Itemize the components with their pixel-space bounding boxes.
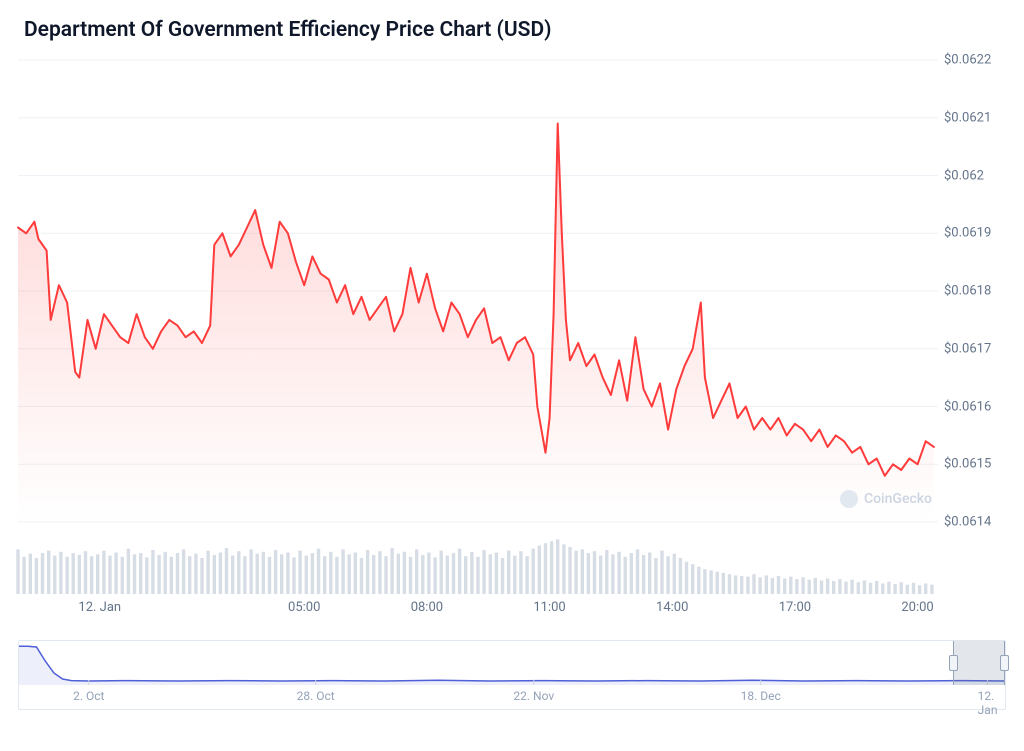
navigator-x-tick-label: 28. Oct <box>297 689 335 703</box>
chart-container: Department Of Government Efficiency Pric… <box>0 0 1024 751</box>
y-axis: $0.0614 $0.0615 $0.0616 $0.0617 $0.0618 $0.06… <box>944 52 1014 530</box>
price-chart[interactable]: $0.0614 $0.0615 $0.0616 $0.0617 $0.0618 $0.06… <box>0 52 1024 530</box>
navigator-x-tick-label: 2. Oct <box>73 689 104 703</box>
y-tick-label: $0.0618 <box>944 284 1014 299</box>
chart-title: Department Of Government Efficiency Pric… <box>0 0 1024 52</box>
navigator-grip-right[interactable] <box>1000 655 1009 671</box>
x-tick-label: 12. Jan <box>78 600 121 615</box>
y-tick-label: $0.0616 <box>944 399 1014 414</box>
x-tick-label: 08:00 <box>411 600 443 615</box>
volume-chart[interactable] <box>0 532 1024 594</box>
y-tick-label: $0.0614 <box>944 515 1014 530</box>
y-tick-label: $0.0619 <box>944 226 1014 241</box>
navigator-x-tick-label: 12. Jan <box>978 689 998 717</box>
x-axis: 12. Jan 05:00 08:00 11:00 14:00 17:00 20:00 <box>0 594 1024 622</box>
y-tick-label: $0.062 <box>944 168 1014 183</box>
navigator-svg <box>19 641 1005 685</box>
y-tick-label: $0.0621 <box>944 110 1014 125</box>
navigator-selection[interactable] <box>953 641 1005 685</box>
navigator[interactable]: 2. Oct28. Oct22. Nov18. Dec12. Jan <box>18 640 1006 710</box>
y-tick-label: $0.0617 <box>944 341 1014 356</box>
x-tick-label: 05:00 <box>288 600 320 615</box>
x-tick-label: 17:00 <box>779 600 811 615</box>
y-tick-label: $0.0615 <box>944 457 1014 472</box>
x-tick-label: 11:00 <box>533 600 565 615</box>
y-tick-label: $0.0622 <box>944 53 1014 68</box>
volume-svg <box>0 532 1024 594</box>
navigator-grip-left[interactable] <box>949 655 958 671</box>
navigator-x-tick-label: 22. Nov <box>513 689 554 703</box>
gecko-icon <box>840 490 858 508</box>
x-tick-label: 14:00 <box>656 600 688 615</box>
x-tick-label: 20:00 <box>901 600 933 615</box>
watermark-text: CoinGecko <box>864 491 932 507</box>
watermark: CoinGecko <box>840 490 932 508</box>
navigator-x-axis: 2. Oct28. Oct22. Nov18. Dec12. Jan <box>19 685 1005 709</box>
navigator-x-tick-label: 18. Dec <box>741 689 781 703</box>
price-svg <box>0 52 1024 530</box>
